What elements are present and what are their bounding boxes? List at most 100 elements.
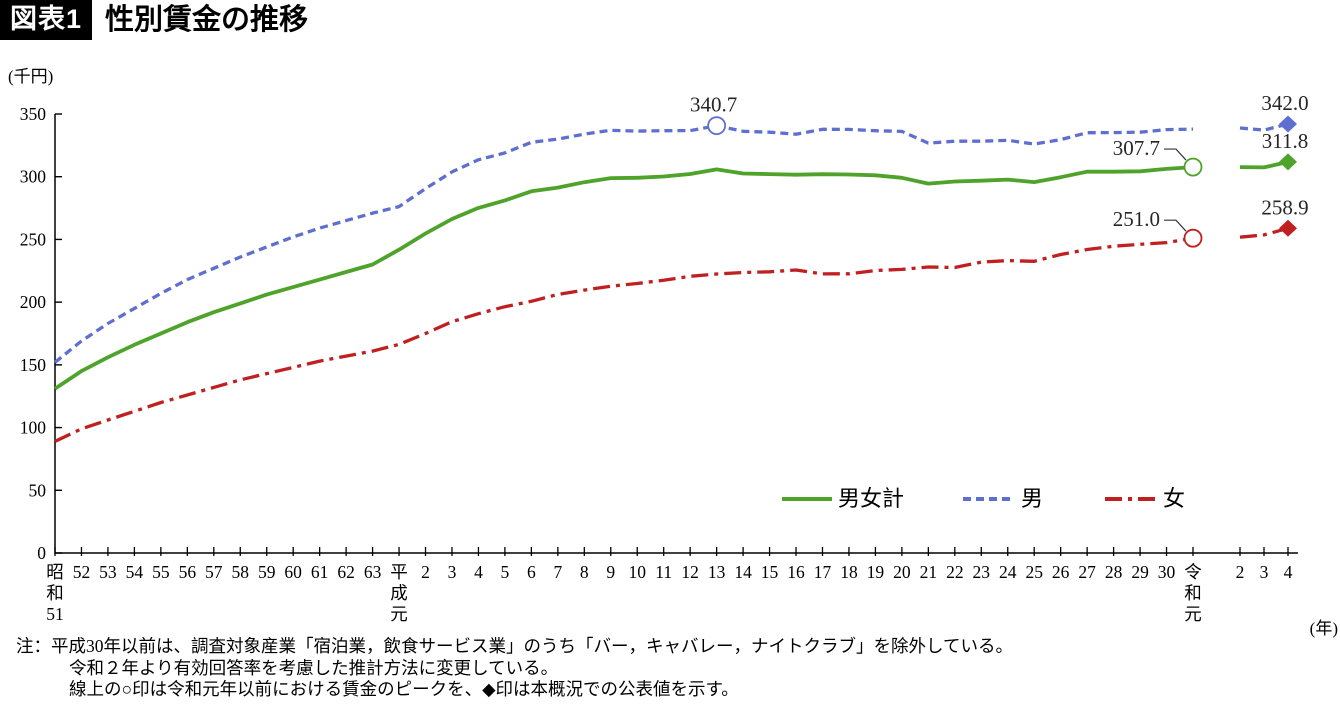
legend-label-men: 男 (1021, 486, 1044, 511)
x-tick-label: 8 (580, 562, 589, 582)
x-tick-label: 22 (946, 562, 964, 582)
x-axis-unit-label: (年) (1310, 619, 1338, 638)
series-line-男 (53, 122, 1289, 364)
series-main-segment (53, 124, 1194, 364)
x-tick-label: 24 (999, 562, 1017, 582)
x-tick-label-era: 平成元 (390, 562, 408, 624)
annotations: 340.7 307.7 251.0 342.0 311.8 258.9 (690, 91, 1309, 248)
x-tick-label-era: 令和元 (1184, 562, 1202, 624)
chart-legend: 男女計 男 女 (0, 486, 1340, 516)
x-tick-label: 13 (708, 562, 726, 582)
x-tick-label: 57 (205, 562, 223, 582)
x-tick-label: 59 (258, 562, 276, 582)
footnote-line-3: 線上の○印は令和元年以前における賃金のピークを、◆印は本概況での公表値を示す。 (69, 679, 739, 699)
y-axis-ticks: 0 50 100 150 200 250 300 350 (20, 104, 62, 563)
y-axis-unit-label: (千円) (8, 67, 54, 86)
series-extra-segment (1239, 122, 1289, 132)
peak-circle-marker-女 (1183, 228, 1203, 248)
x-tick-label: 2 (421, 562, 430, 582)
x-tick-label: 55 (152, 562, 170, 582)
y-tick-label: 350 (20, 104, 47, 124)
x-tick-label: 62 (337, 562, 355, 582)
x-tick-label: 27 (1078, 562, 1096, 582)
x-tick-label: 63 (364, 562, 382, 582)
value-label-男: 340.7 (690, 93, 737, 117)
y-tick-label: 100 (20, 418, 47, 438)
x-tick-label: 16 (787, 562, 805, 582)
legend-swatch-women-dashdot-line (1105, 497, 1157, 501)
x-tick-label: 3 (1260, 562, 1269, 582)
x-tick-label: 58 (232, 562, 250, 582)
figure-title: 性別賃金の推移 (105, 3, 309, 36)
value-label-男: 342.0 (1261, 91, 1308, 115)
x-tick-label: 5 (501, 562, 510, 582)
figure-number-badge: 図表1 (0, 0, 93, 40)
x-tick-label: 12 (681, 562, 699, 582)
x-tick-label: 10 (628, 562, 646, 582)
value-label-男女計: 307.7 (1113, 136, 1160, 160)
x-tick-label: 14 (734, 562, 752, 582)
x-tick-label: 26 (1052, 562, 1070, 582)
value-label-女: 251.0 (1113, 207, 1160, 231)
y-tick-label: 150 (20, 355, 47, 375)
x-tick-label-era: 昭和 51 (46, 562, 64, 624)
x-tick-label: 2 (1236, 562, 1245, 582)
annotation-leader-line (1164, 148, 1187, 161)
footnote-line-1: 注：平成30年以前は、調査対象産業「宿泊業，飲食サービス業」のうち「バー，キャバ… (16, 636, 1013, 656)
page-title: 図表1 性別賃金の推移 (0, 0, 308, 40)
published-diamond-marker-男 (1279, 115, 1297, 133)
value-label-男女計: 311.8 (1262, 129, 1308, 153)
x-tick-label: 4 (1284, 562, 1293, 582)
x-tick-label: 54 (126, 562, 144, 582)
x-tick-label: 21 (920, 562, 938, 582)
x-tick-label: 23 (973, 562, 991, 582)
series-main-segment (53, 165, 1194, 391)
x-tick-label: 19 (867, 562, 885, 582)
x-tick-label: 20 (893, 562, 911, 582)
value-label-女: 258.9 (1261, 195, 1308, 219)
y-tick-label: 50 (29, 480, 47, 500)
footnotes: 注：平成30年以前は、調査対象産業「宿泊業，飲食サービス業」のうち「バー，キャバ… (16, 636, 1236, 701)
x-tick-label: 53 (99, 562, 117, 582)
x-tick-label: 52 (73, 562, 91, 582)
y-tick-label: 200 (20, 292, 47, 312)
legend-label-women: 女 (1163, 486, 1186, 511)
series-line-女 (54, 226, 1289, 443)
x-tick-label: 28 (1105, 562, 1123, 582)
x-tick-label: 9 (606, 562, 615, 582)
x-tick-label: 11 (655, 562, 672, 582)
x-tick-label: 30 (1158, 562, 1176, 582)
y-tick-label: 0 (37, 543, 46, 563)
legend-item-men: 男 (963, 486, 1043, 512)
series-extra-segment (1239, 160, 1289, 170)
x-tick-label: 4 (474, 562, 483, 582)
x-tick-label: 60 (284, 562, 302, 582)
x-tick-label: 56 (179, 562, 197, 582)
legend-label-total: 男女計 (838, 486, 905, 511)
peak-circle-marker-男 (707, 116, 727, 136)
series-extra-segment (1239, 226, 1289, 239)
legend-swatch-men-dashed-line (963, 497, 1015, 501)
x-tick-label: 3 (448, 562, 457, 582)
x-tick-label: 18 (840, 562, 858, 582)
series-main-segment (54, 236, 1194, 443)
annotation-leader-line (1164, 219, 1187, 232)
series-line-男女計 (53, 160, 1289, 391)
y-tick-label: 250 (20, 229, 47, 249)
legend-item-women: 女 (1105, 486, 1185, 512)
published-diamond-marker-女 (1279, 219, 1297, 237)
peak-circle-marker-男女計 (1183, 157, 1203, 177)
x-tick-label: 25 (1025, 562, 1043, 582)
footnote-prefix: 注： (16, 636, 51, 656)
x-tick-label: 6 (527, 562, 536, 582)
y-tick-label: 300 (20, 167, 47, 187)
legend-swatch-total-solid-line (782, 497, 832, 501)
x-tick-label: 61 (311, 562, 329, 582)
x-tick-label: 29 (1131, 562, 1149, 582)
published-diamond-marker-男女計 (1279, 153, 1297, 171)
x-tick-label: 15 (761, 562, 779, 582)
footnote-line-2: 令和２年より有効回答率を考慮した推計方法に変更している。 (69, 657, 559, 678)
legend-item-total: 男女計 (782, 486, 904, 512)
